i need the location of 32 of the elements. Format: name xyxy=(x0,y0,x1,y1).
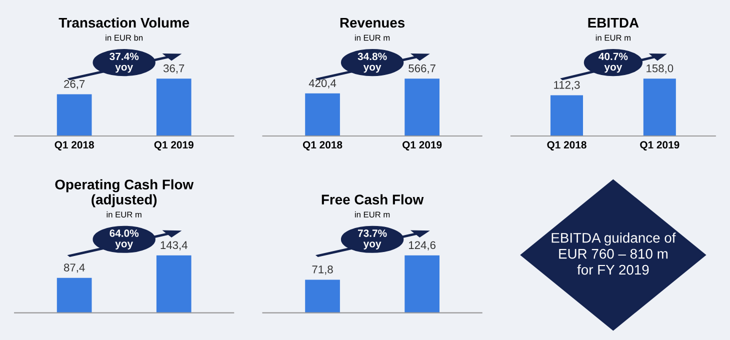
chart-subtitle: in EUR m xyxy=(355,211,390,218)
x-tick-label: Q1 2018 xyxy=(547,141,586,150)
chart-subtitle: in EUR m xyxy=(355,34,390,41)
text: 34.8% yoy xyxy=(358,52,387,73)
data-label: 124,6 xyxy=(409,241,436,250)
chart-title: EBITDA xyxy=(588,18,639,28)
data-label: 143,4 xyxy=(160,241,188,250)
chart-title: Transaction Volume xyxy=(58,17,190,28)
text: 73.7% yoy xyxy=(358,230,387,250)
x-tick-label: Q1 2018 xyxy=(302,141,342,150)
data-label: 112,3 xyxy=(554,80,580,90)
data-label: 566,7 xyxy=(408,64,436,74)
x-tick-label: Q1 2018 xyxy=(54,141,94,150)
chart-title: Operating Cash Flow (adjusted) xyxy=(55,179,194,208)
data-label: 158,0 xyxy=(646,64,674,74)
data-label: 420,4 xyxy=(308,79,336,88)
chart-subtitle: in EUR bn xyxy=(106,34,143,41)
chart-title: Free Cash Flow xyxy=(322,194,424,204)
data-label: 71,8 xyxy=(312,266,333,275)
text: 40.7% yoy xyxy=(598,52,628,73)
data-label: 26,7 xyxy=(64,80,85,90)
chart-subtitle: in EUR m xyxy=(596,34,630,41)
data-label: 87,4 xyxy=(64,264,85,273)
chart-subtitle: in EUR m xyxy=(106,211,142,218)
text: 64.0% yoy xyxy=(110,230,139,250)
x-tick-label: Q1 2019 xyxy=(402,141,442,150)
chart-title: Revenues xyxy=(340,18,405,28)
text: EBITDA guidance of EUR 760 – 810 m for FY 2019 xyxy=(552,232,676,275)
data-label: 36,7 xyxy=(163,64,184,74)
x-tick-label: Q1 2019 xyxy=(640,141,680,150)
x-tick-label: Q1 2019 xyxy=(154,141,194,150)
text: 37.4% yoy xyxy=(110,52,139,73)
